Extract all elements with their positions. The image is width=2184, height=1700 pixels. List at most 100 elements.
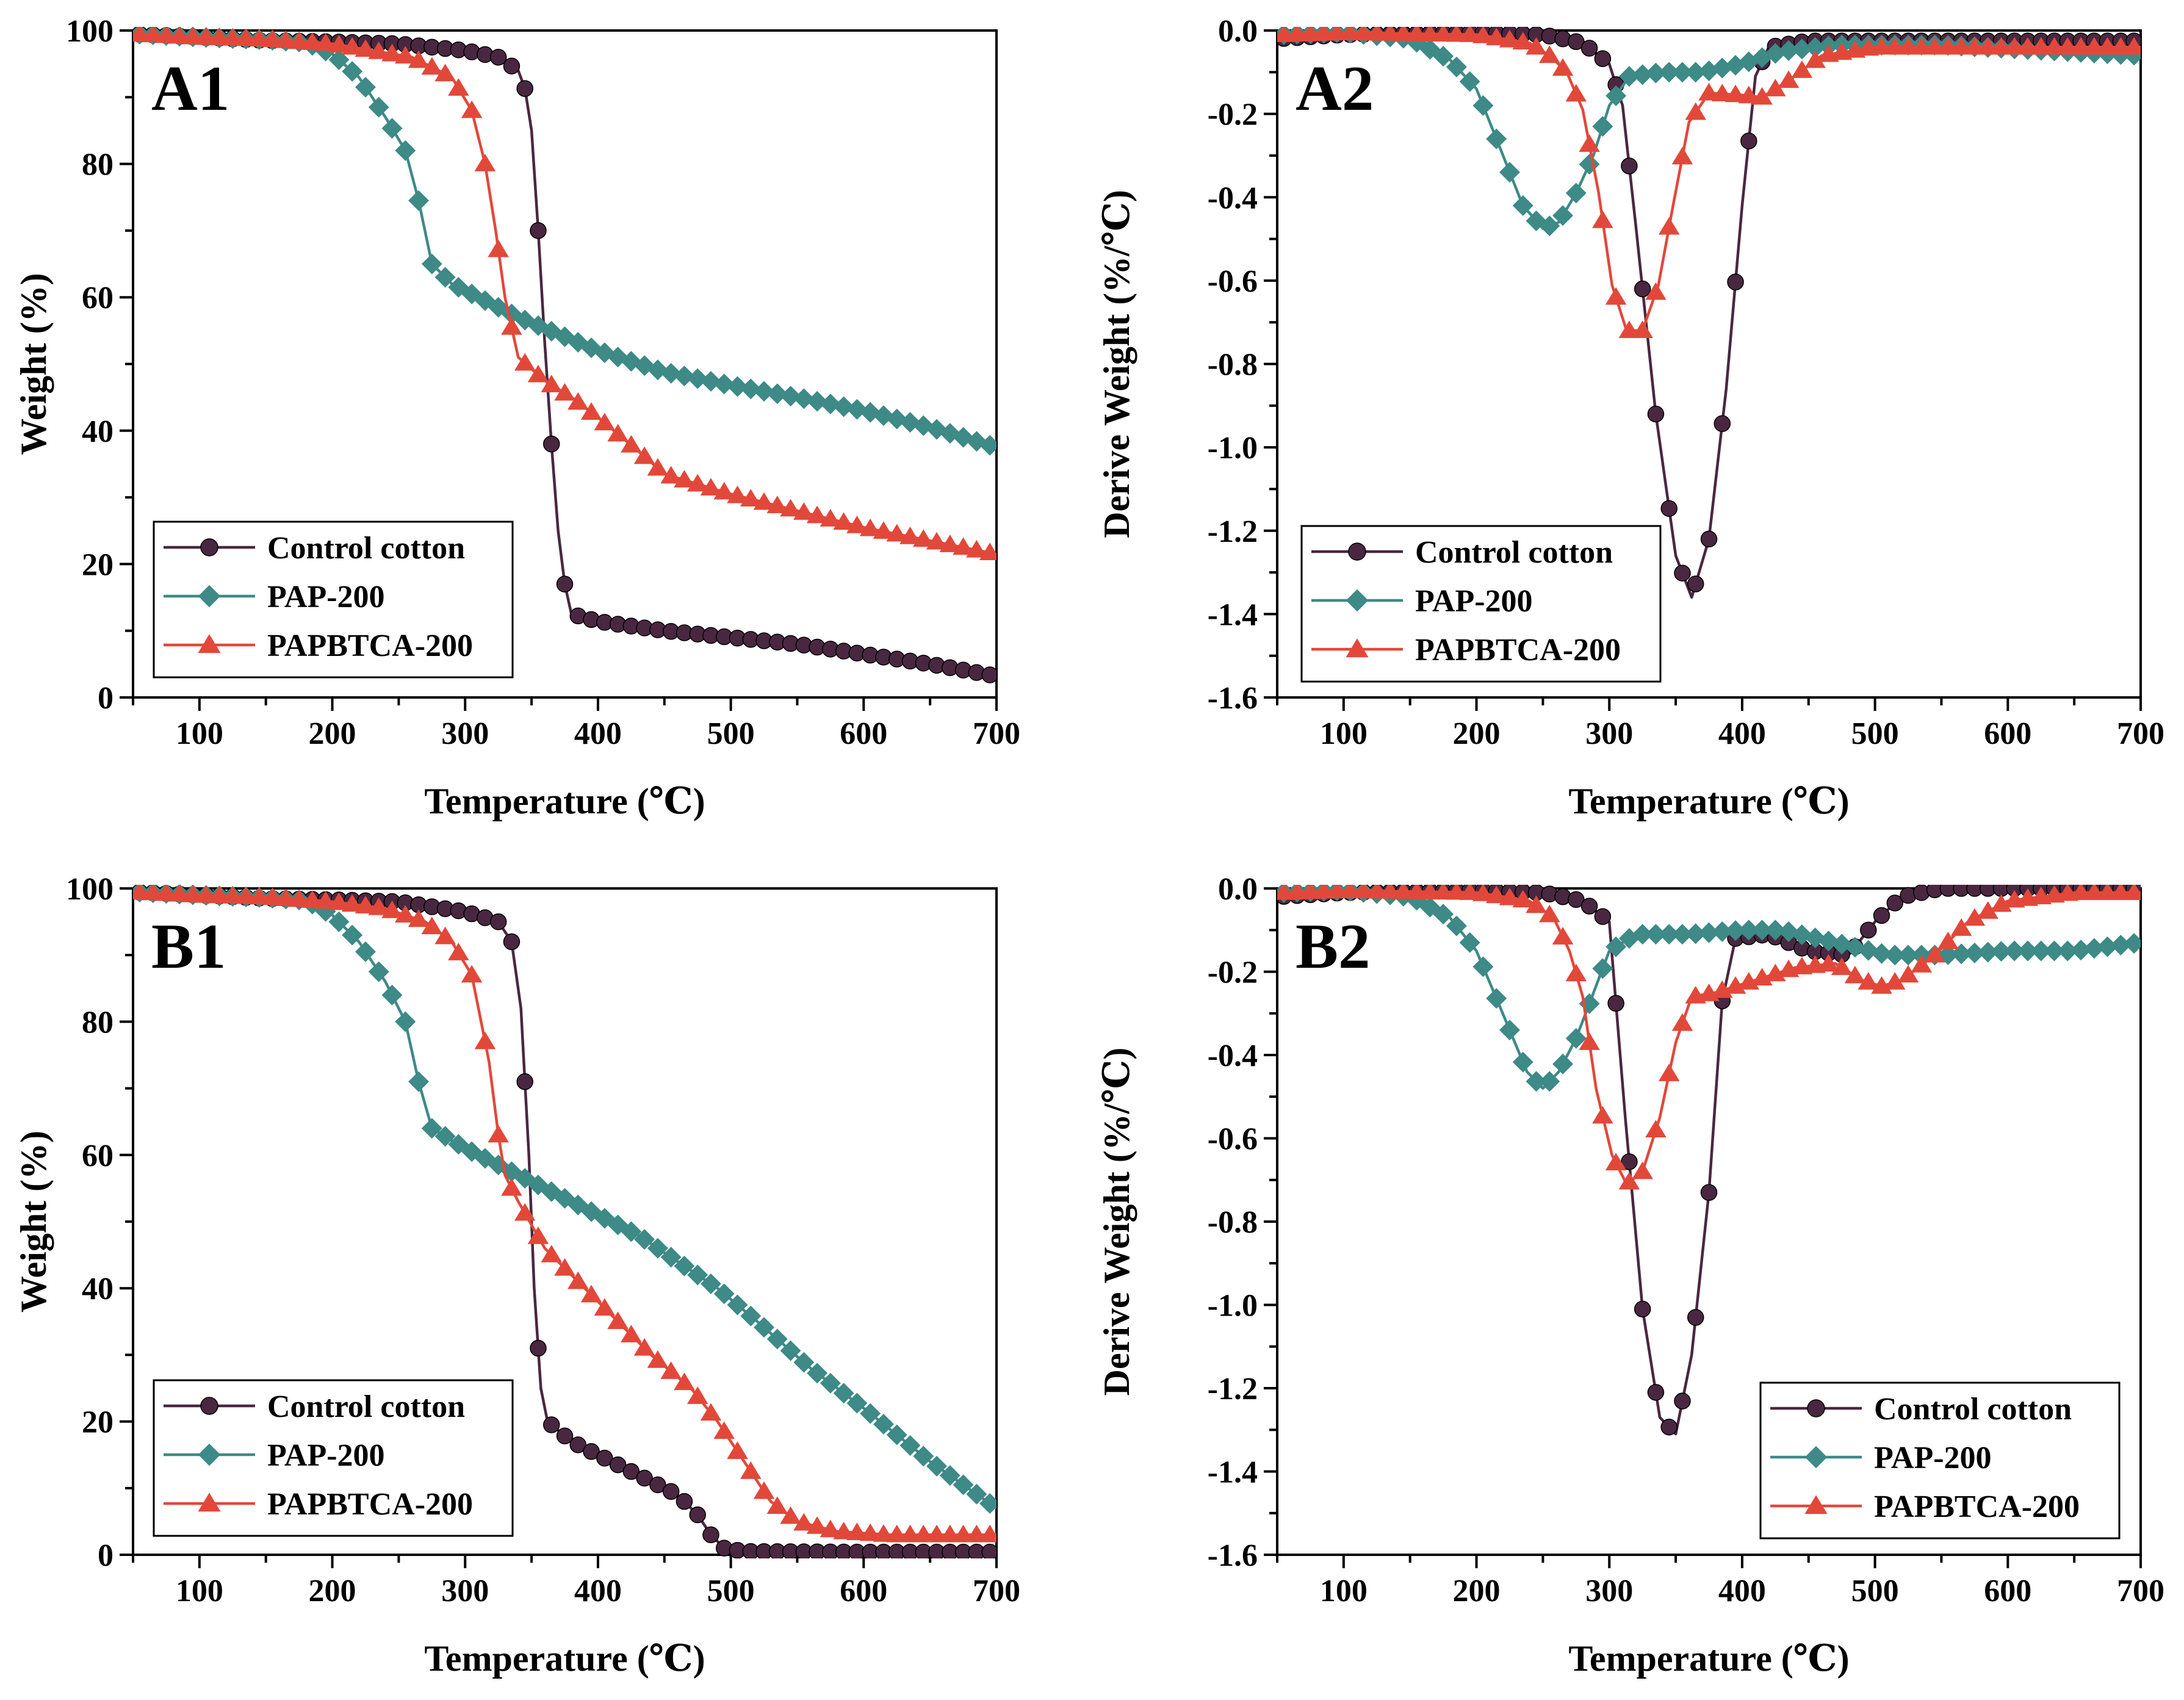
marker-triangle (580, 402, 602, 420)
marker-circle (1740, 132, 1757, 149)
marker-diamond (713, 373, 735, 395)
marker-diamond (1606, 936, 1627, 957)
y-tick-label: -0.4 (1208, 1039, 1258, 1073)
marker-triangle (2123, 885, 2141, 901)
marker-triangle (1937, 931, 1959, 949)
marker-circle (1580, 40, 1598, 57)
marker-triangle (341, 37, 363, 55)
marker-diamond (780, 1340, 801, 1361)
marker-diamond (1446, 915, 1467, 937)
marker-diamond (1871, 943, 1892, 964)
marker-triangle (820, 1519, 842, 1538)
marker-triangle (1539, 904, 1560, 923)
marker-triangle (328, 35, 350, 52)
marker-triangle (488, 1125, 509, 1143)
marker-circle (1687, 1309, 1704, 1326)
panel-b2: 100 200 300 400 500 600 700 -1.6 -1.4 -1.2 -1.0 -0.… (1097, 872, 2164, 1679)
series-papbtca (1277, 27, 2141, 339)
marker-diamond (833, 1383, 854, 1404)
marker-triangle (580, 1284, 602, 1303)
marker-circle (649, 1476, 666, 1494)
marker-triangle (1884, 37, 1906, 55)
marker-diamond (687, 1264, 708, 1286)
x-tick-label: 700 (2117, 1574, 2164, 1608)
marker-triangle (1499, 29, 1521, 48)
marker-triangle (315, 891, 336, 909)
marker-diamond (807, 1363, 828, 1384)
marker-triangle (1685, 102, 1706, 120)
marker-triangle (873, 521, 895, 539)
legend: Control cotton PAP-200 PAPBTCA-200 (1300, 525, 1662, 683)
marker-triangle (368, 897, 389, 915)
marker-triangle (448, 942, 469, 960)
legend-label: PAP-200 (1415, 584, 1533, 619)
y-tick-label: -1.2 (1208, 1372, 1258, 1406)
marker-circle (489, 913, 507, 931)
marker-diamond (727, 1294, 748, 1316)
marker-triangle (1618, 1172, 1640, 1190)
legend-label: PAP-200 (1874, 1441, 1992, 1475)
marker-triangle (753, 1481, 775, 1499)
x-tick-label: 200 (309, 1574, 356, 1608)
marker-triangle (2083, 885, 2105, 901)
marker-circle (530, 1339, 547, 1357)
marker-triangle (1419, 27, 1441, 41)
marker-triangle (700, 478, 722, 495)
marker-triangle (1446, 27, 1468, 42)
x-tick-label: 600 (840, 1574, 887, 1608)
marker-circle (583, 1442, 600, 1460)
x-tick-label: 600 (1984, 1574, 2031, 1608)
y-tick-label: -0.2 (1208, 98, 1258, 132)
marker-diamond (793, 388, 815, 409)
marker-diamond (740, 1305, 762, 1327)
x-tick-label: 100 (176, 1574, 223, 1608)
marker-diamond (674, 1255, 695, 1277)
marker-triangle (222, 885, 243, 904)
marker-circle (1660, 500, 1678, 517)
marker-triangle (1844, 965, 1866, 984)
marker-triangle (1552, 927, 1574, 945)
marker-triangle (621, 434, 642, 453)
marker-circle (1594, 50, 1612, 67)
marker-triangle (488, 239, 509, 258)
marker-triangle (899, 527, 921, 544)
marker-circle (569, 1436, 587, 1453)
marker-triangle (939, 1524, 961, 1543)
y-tick-label: -1.6 (1208, 681, 1258, 716)
x-tick-label: 200 (309, 716, 356, 751)
x-tick-label: 200 (1453, 716, 1501, 751)
marker-diamond (979, 1493, 996, 1514)
marker-circle (676, 1493, 693, 1510)
marker-triangle (687, 474, 708, 492)
marker-triangle (886, 524, 907, 542)
marker-triangle (1924, 945, 1945, 963)
marker-circle (1647, 405, 1665, 423)
marker-triangle (913, 529, 934, 547)
marker-triangle (1459, 27, 1480, 42)
y-tick-label: 100 (66, 14, 114, 49)
marker-circle (1348, 542, 1366, 561)
marker-triangle (182, 27, 204, 45)
marker-diamond (1512, 1051, 1533, 1073)
marker-triangle (1671, 146, 1693, 165)
marker-diamond (899, 1435, 921, 1456)
marker-triangle (780, 499, 801, 517)
marker-triangle (541, 375, 562, 392)
marker-diamond (198, 585, 221, 608)
marker-circle (1886, 895, 1904, 912)
marker-triangle (607, 423, 629, 442)
marker-triangle (288, 31, 310, 49)
legend-label: Control cotton (1874, 1392, 2072, 1427)
legend-label: Control cotton (267, 531, 465, 566)
marker-diamond (939, 1465, 960, 1486)
marker-triangle (1499, 887, 1521, 906)
y-axis-title: Derive Weight (%/℃) (1097, 1048, 1137, 1396)
marker-triangle (1897, 37, 1919, 55)
marker-triangle (740, 489, 762, 507)
marker-triangle (527, 364, 549, 383)
marker-triangle (1632, 320, 1653, 339)
legend: Control cotton PAP-200 PAPBTCA-200 (153, 520, 514, 679)
marker-diamond (2124, 933, 2141, 954)
marker-triangle (1472, 885, 1494, 901)
y-tick-label: 80 (82, 1005, 114, 1040)
